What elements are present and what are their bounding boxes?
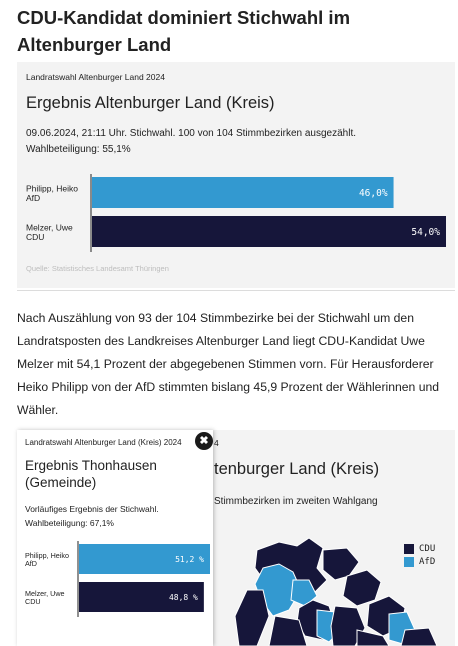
map-region[interactable] bbox=[356, 629, 390, 646]
bar bbox=[79, 544, 210, 574]
page-headline: CDU-Kandidat dominiert Stichwahl im Alte… bbox=[17, 7, 351, 55]
category-label: AfD bbox=[25, 559, 37, 568]
category-label: CDU bbox=[25, 597, 41, 606]
map-card-kicker-fragment: 4 bbox=[214, 438, 219, 448]
card-meta-turnout: Wahlbeteiligung: 55,1% bbox=[26, 144, 131, 155]
map-region[interactable] bbox=[268, 615, 308, 646]
value-label: 46,0% bbox=[359, 188, 388, 199]
map-region[interactable] bbox=[342, 569, 382, 607]
category-label: Philipp, Heiko bbox=[25, 551, 69, 560]
card-title: Ergebnis Altenburger Land (Kreis) bbox=[26, 94, 275, 112]
legend-swatch-afd bbox=[404, 556, 414, 567]
popup-meta-turnout: Wahlbeteiligung: 67,1% bbox=[25, 518, 114, 528]
bar bbox=[92, 177, 394, 208]
map-card-title: tenburger Land (Kreis) bbox=[214, 460, 380, 478]
map-region[interactable] bbox=[400, 627, 438, 646]
popup-kicker: Landratswahl Altenburger Land (Kreis) 20… bbox=[25, 438, 182, 447]
legend-label: AfD bbox=[419, 556, 436, 567]
map-region[interactable] bbox=[234, 589, 270, 646]
legend-item-afd: AfD bbox=[404, 555, 435, 568]
result-card-kreis: Landratswahl Altenburger Land 2024 Ergeb… bbox=[17, 62, 455, 288]
category-label: CDU bbox=[26, 232, 44, 242]
bar bbox=[92, 216, 446, 247]
category-label: Melzer, Uwe bbox=[26, 223, 73, 233]
divider bbox=[17, 290, 455, 291]
map-legend: CDU AfD bbox=[404, 542, 435, 568]
value-label: 48,8 % bbox=[169, 593, 198, 602]
legend-label: CDU bbox=[419, 543, 436, 554]
close-icon[interactable]: ✖ bbox=[195, 432, 213, 450]
map-card-subtitle: Stimmbezirken im zweiten Wahlgang bbox=[214, 496, 378, 507]
category-label: Melzer, Uwe bbox=[25, 589, 65, 598]
municipality-popup: Landratswahl Altenburger Land (Kreis) 20… bbox=[17, 430, 213, 646]
article-paragraph: Nach Auszählung von 93 der 104 Stimmbezi… bbox=[17, 311, 440, 417]
category-label: Philipp, Heiko bbox=[26, 184, 78, 194]
value-label: 51,2 % bbox=[175, 555, 204, 564]
card-meta-status: 09.06.2024, 21:11 Uhr. Stichwahl. 100 vo… bbox=[26, 128, 357, 139]
legend-item-cdu: CDU bbox=[404, 542, 435, 555]
popup-meta: Vorläufiges Ergebnis der Stichwahl. Wahl… bbox=[25, 502, 210, 530]
category-label: AfD bbox=[26, 193, 40, 203]
card-kicker: Landratswahl Altenburger Land 2024 bbox=[26, 72, 165, 82]
value-label: 54,0% bbox=[411, 227, 440, 238]
legend-swatch-cdu bbox=[404, 543, 414, 554]
municipality-map[interactable] bbox=[17, 430, 455, 646]
bar bbox=[79, 582, 204, 612]
source-note: Quelle: Statistisches Landesamt Thüringe… bbox=[26, 264, 169, 273]
popup-meta-status: Vorläufiges Ergebnis der Stichwahl. bbox=[25, 504, 159, 514]
card-meta: 09.06.2024, 21:11 Uhr. Stichwahl. 100 vo… bbox=[26, 126, 436, 158]
popup-title: Ergebnis Thonhausen (Gemeinde) bbox=[25, 458, 157, 490]
